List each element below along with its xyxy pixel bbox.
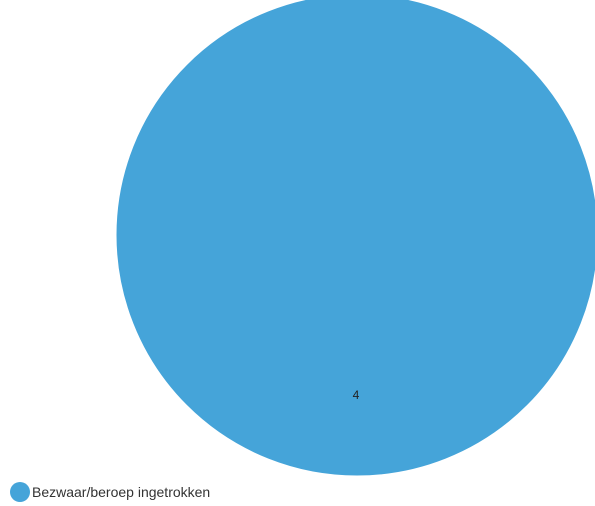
pie-slice[interactable]: [115, 0, 595, 477]
pie-slices: [115, 0, 595, 477]
legend-label[interactable]: Bezwaar/beroep ingetrokken: [32, 484, 211, 500]
pie-data-label: 4: [353, 388, 360, 402]
legend-swatch: [10, 482, 30, 502]
pie-data-labels: 4: [353, 388, 360, 402]
chart-legend: Bezwaar/beroep ingetrokken: [10, 482, 210, 502]
